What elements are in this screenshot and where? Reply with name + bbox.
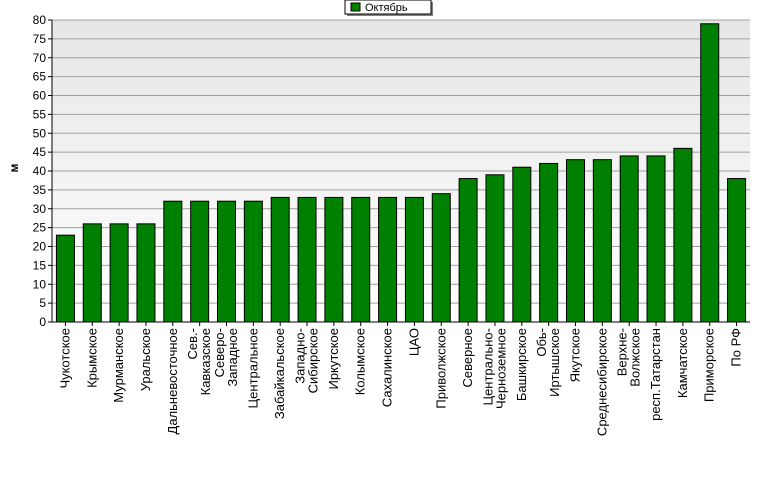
y-tick-label: 40: [33, 164, 47, 178]
bar: [619, 155, 639, 323]
x-tick-label: Камчатское: [675, 328, 690, 398]
y-tick-label: 15: [33, 258, 47, 272]
x-tick-label: Приволжское: [433, 328, 448, 409]
y-tick-label: 10: [33, 277, 47, 291]
x-tick-label: Центрально-Черноземное: [480, 328, 508, 409]
bar: [673, 147, 693, 323]
x-tick-label: Северо-Западное: [212, 328, 240, 387]
x-tick-label: Колымское: [353, 328, 368, 395]
bar: [646, 155, 666, 323]
x-tick-label: Мурманское: [111, 328, 126, 403]
bar: [190, 200, 210, 323]
legend-box: [344, 0, 432, 15]
y-tick-label: 55: [33, 107, 47, 121]
x-tick-label: Крымское: [84, 328, 99, 388]
x-tick-label: Западно-Сибирское: [293, 328, 321, 393]
bar: [539, 162, 559, 323]
bar: [351, 196, 371, 323]
bar: [109, 223, 129, 323]
bar: [485, 174, 505, 323]
x-tick-label: Обь-Иртышское: [534, 328, 562, 397]
bar: [82, 223, 102, 323]
y-tick-label: 5: [39, 296, 46, 310]
x-tick-label: Уральское: [138, 328, 153, 391]
bar: [270, 196, 290, 323]
x-tick-label: Сев.-Кавказское: [185, 328, 213, 395]
bar: [592, 159, 612, 323]
bar: [324, 196, 344, 323]
x-tick-label: Среднесибирское: [594, 328, 609, 436]
y-tick-label: 80: [33, 13, 47, 27]
bar: [243, 200, 263, 323]
y-tick-label: 50: [33, 126, 47, 140]
legend-swatch: [350, 2, 361, 12]
bar: [458, 178, 478, 323]
bar: [404, 196, 424, 323]
bar: [512, 166, 532, 323]
y-tick-label: 20: [33, 240, 47, 254]
y-tick-label: 30: [33, 202, 47, 216]
y-tick-label: 65: [33, 70, 47, 84]
x-tick-label: Чукотское: [57, 328, 72, 389]
x-tick-label: Сахалинское: [380, 328, 395, 407]
y-tick-label: 75: [33, 32, 47, 46]
legend-label: Октябрь: [365, 2, 408, 14]
x-tick-label: Приморское: [702, 328, 717, 402]
y-tick-label: 60: [33, 89, 47, 103]
bar: [566, 159, 585, 323]
x-tick-label: Иркутское: [326, 328, 341, 390]
x-tick-label: ЦАО: [406, 328, 421, 356]
y-axis-label: м: [7, 163, 21, 172]
x-tick-label: Верхне-Волжское: [615, 328, 643, 387]
bar: [431, 193, 451, 323]
x-tick-label: Центральное: [245, 328, 260, 408]
y-tick-label: 70: [33, 51, 47, 65]
x-tick-label: Башкирское: [514, 328, 529, 401]
y-tick-label: 25: [33, 221, 47, 235]
bar: [297, 196, 317, 323]
bar: [727, 178, 747, 323]
x-tick-label: По РФ: [729, 328, 744, 367]
x-tick-label: респ.Татарстан: [648, 328, 663, 421]
y-tick-label: 35: [33, 183, 47, 197]
bar: [378, 196, 398, 323]
bar: [163, 200, 183, 323]
bar: [136, 223, 156, 323]
x-tick-label: Дальневосточное: [165, 328, 180, 434]
x-tick-label: Забайкальское: [272, 328, 287, 419]
y-tick-label: 45: [33, 145, 47, 159]
x-tick-label: Якутское: [568, 328, 583, 382]
bar: [700, 23, 720, 323]
x-tick-label: Северное: [460, 328, 475, 387]
bar: [55, 234, 75, 323]
y-tick-label: 0: [39, 315, 46, 329]
bar: [217, 200, 236, 323]
